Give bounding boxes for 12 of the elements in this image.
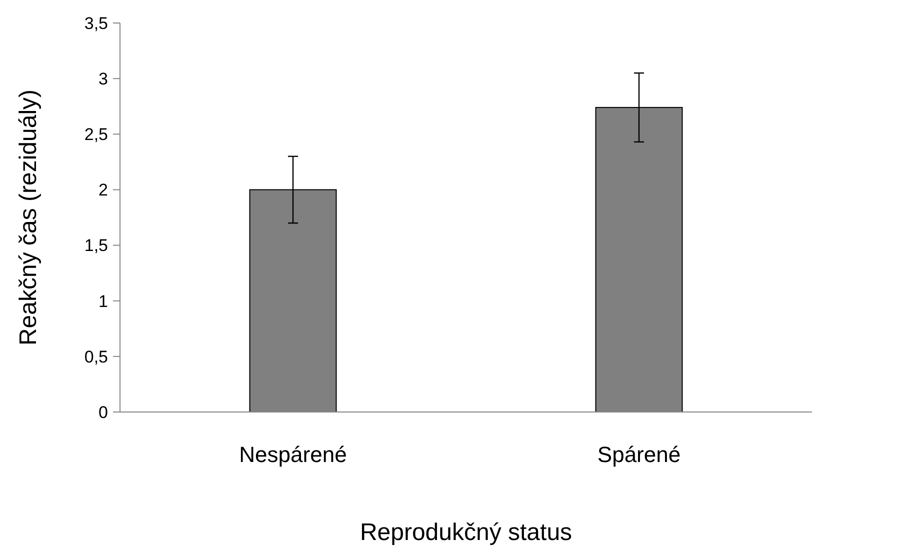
x-tick-label: Nespárené — [239, 442, 347, 467]
y-tick-label: 3,5 — [84, 14, 108, 33]
y-tick-label: 0,5 — [84, 347, 108, 366]
y-tick-label: 3 — [98, 70, 108, 89]
y-tick-label: 2,5 — [84, 125, 108, 144]
y-tick-label: 0 — [98, 402, 108, 422]
y-axis-title: Reakčný čas (reziduály) — [15, 89, 42, 346]
x-axis-title: Reprodukčný status — [360, 519, 572, 546]
y-tick-label: 1 — [98, 292, 108, 311]
y-tick-label: 2 — [98, 180, 108, 200]
y-tick-label: 1,5 — [84, 236, 108, 256]
x-tick-label: Spárené — [597, 442, 681, 467]
